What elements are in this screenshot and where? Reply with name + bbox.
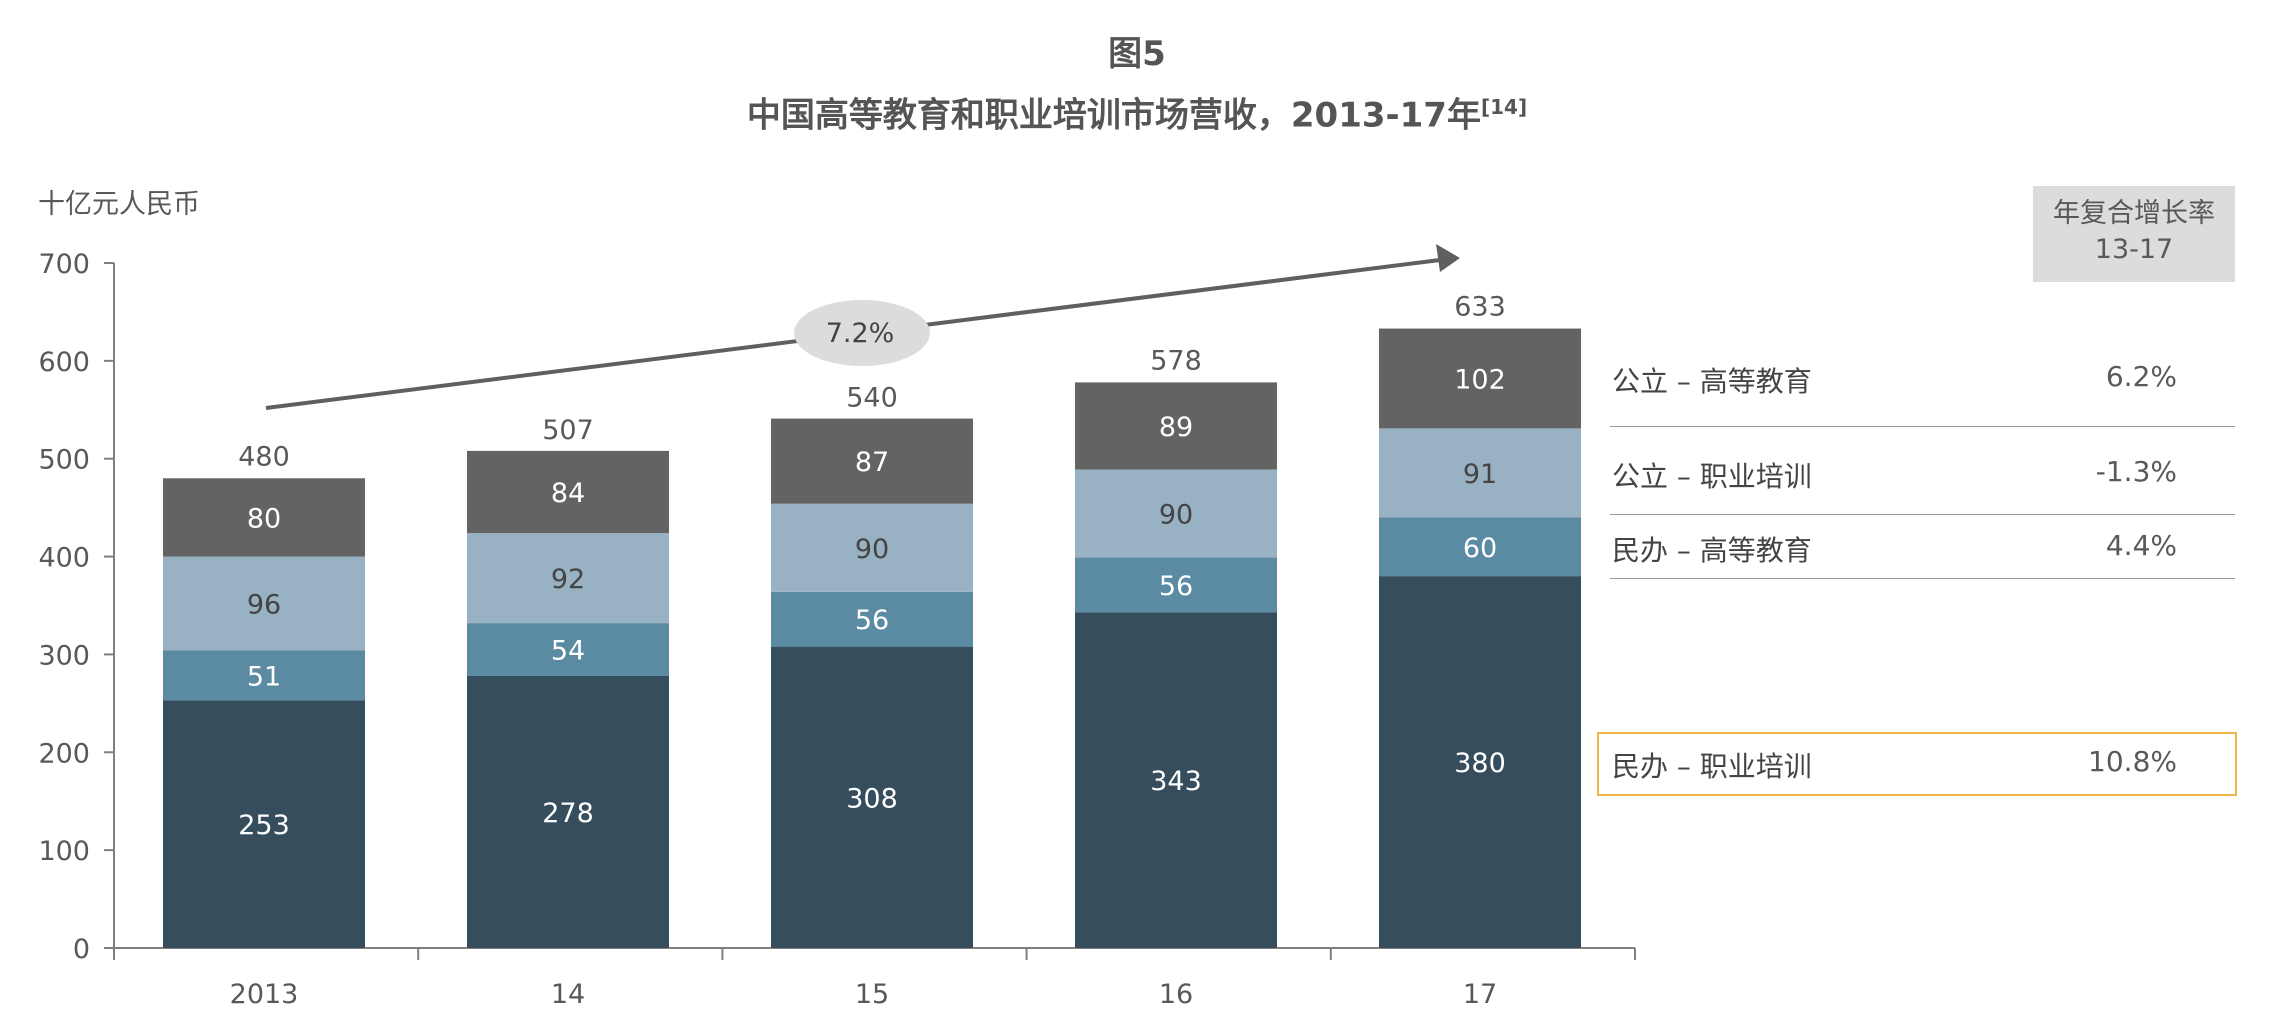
y-tick-label: 500 xyxy=(38,445,90,476)
bar-total-label: 540 xyxy=(846,383,898,414)
figure-reference: [14] xyxy=(1480,95,1528,119)
bar-segment xyxy=(467,533,669,624)
chart-title: 图5 中国高等教育和职业培训市场营收，2013-17年[14] xyxy=(0,30,2274,144)
y-tick-label: 200 xyxy=(38,738,90,769)
bars: 253 51 96 80 480 278 54 92 84 507 308 56 90 87 540 343 5… xyxy=(163,292,1581,948)
bar-segment xyxy=(1379,517,1581,577)
growth-rate-label: 7.2% xyxy=(826,318,895,349)
cagr-header-title: 年复合增长率 xyxy=(2053,198,2215,229)
bar-segment-label: 343 xyxy=(1150,766,1202,797)
bar-segment-label: 54 xyxy=(551,636,585,667)
legend-label: 公立 – 职业培训 xyxy=(1612,460,1812,493)
bar-total-label: 633 xyxy=(1454,292,1506,323)
y-axis: 0 100 200 300 400 500 600 700 xyxy=(38,249,115,965)
legend-label: 民办 – 高等教育 xyxy=(1612,534,1812,567)
bar-segment xyxy=(1075,469,1277,558)
x-tick-label: 17 xyxy=(1463,979,1497,1010)
bar-segment xyxy=(1075,612,1277,948)
bar-segment xyxy=(771,418,973,504)
bar-segment-label: 253 xyxy=(238,810,290,841)
bar-segment-label: 87 xyxy=(855,447,889,478)
growth-arrow-group: 7.2% xyxy=(265,244,1460,410)
growth-arrow-head xyxy=(1436,244,1460,272)
x-tick-label: 15 xyxy=(855,979,889,1010)
bar-segment-label: 56 xyxy=(855,605,889,636)
bar-segment-label: 51 xyxy=(247,661,281,692)
y-tick-label: 100 xyxy=(38,836,90,867)
figure-number: 图5 xyxy=(1108,34,1166,74)
x-axis: 2013 14 15 16 17 xyxy=(113,947,1636,1010)
y-tick-label: 600 xyxy=(38,347,90,378)
bar-segment xyxy=(771,591,973,647)
figure-title: 中国高等教育和职业培训市场营收，2013-17年 xyxy=(746,95,1481,136)
legend-cagr-value: 6.2% xyxy=(2105,360,2177,393)
bar-total-label: 507 xyxy=(542,415,594,446)
y-axis-unit-label: 十亿元人民币 xyxy=(38,189,200,220)
x-tick-label: 16 xyxy=(1159,979,1193,1010)
legend-label: 民办 – 职业培训 xyxy=(1612,750,1812,783)
bar-segment xyxy=(467,675,669,948)
bar-segment xyxy=(163,650,365,701)
legend-divider xyxy=(1610,578,2235,579)
legend-cagr-value: 4.4% xyxy=(2105,529,2177,562)
bar-segment-label: 90 xyxy=(855,534,889,565)
cagr-header: 年复合增长率 13-17 xyxy=(2033,186,2235,282)
bar-segment xyxy=(771,503,973,592)
legend-label: 公立 – 高等教育 xyxy=(1612,365,1812,398)
bar-segment xyxy=(771,646,973,948)
bar-segment xyxy=(163,700,365,948)
bar-segment xyxy=(1379,428,1581,518)
x-tick-label: 2013 xyxy=(230,979,299,1010)
legend-cagr-value: -1.3% xyxy=(2095,455,2177,488)
bar-segment xyxy=(163,556,365,651)
bar-total-label: 480 xyxy=(238,441,290,472)
bar-segment-label: 84 xyxy=(551,478,585,509)
y-tick-label: 0 xyxy=(73,934,90,965)
bar-segment xyxy=(467,623,669,676)
bar-segment xyxy=(163,478,365,557)
bar-segment-label: 380 xyxy=(1454,748,1506,779)
bar-segment-label: 56 xyxy=(1159,571,1193,602)
bar-segment-label: 308 xyxy=(846,783,898,814)
bar-segment xyxy=(1379,576,1581,948)
figure-title-line: 中国高等教育和职业培训市场营收，2013-17年[14] xyxy=(0,78,2274,144)
bar-segment-label: 90 xyxy=(1159,500,1193,531)
y-tick-label: 400 xyxy=(38,543,90,574)
highlight-box xyxy=(1597,732,2237,796)
bar-segment xyxy=(1075,557,1277,613)
cagr-header-period: 13-17 xyxy=(2094,234,2174,265)
x-tick-label: 14 xyxy=(551,979,585,1010)
y-tick-label: 700 xyxy=(38,249,90,280)
bar-segment xyxy=(1379,328,1581,429)
bar-segment xyxy=(467,450,669,534)
bar-segment-label: 102 xyxy=(1454,364,1506,395)
bar-segment-label: 92 xyxy=(551,564,585,595)
bar-segment-label: 89 xyxy=(1159,412,1193,443)
bar-segment-label: 80 xyxy=(247,503,281,534)
bar-total-label: 578 xyxy=(1150,345,1202,376)
bar-segment xyxy=(1075,382,1277,470)
legend-divider xyxy=(1610,514,2235,515)
growth-rate-ellipse xyxy=(794,300,930,366)
bar-segment-label: 278 xyxy=(542,798,594,829)
legend-divider xyxy=(1610,426,2235,427)
legend-cagr-value: 10.8% xyxy=(2088,745,2177,778)
bar-segment-label: 91 xyxy=(1463,459,1497,490)
bar-segment-label: 96 xyxy=(247,590,281,621)
y-tick-label: 300 xyxy=(38,640,90,671)
bar-segment-label: 60 xyxy=(1463,533,1497,564)
